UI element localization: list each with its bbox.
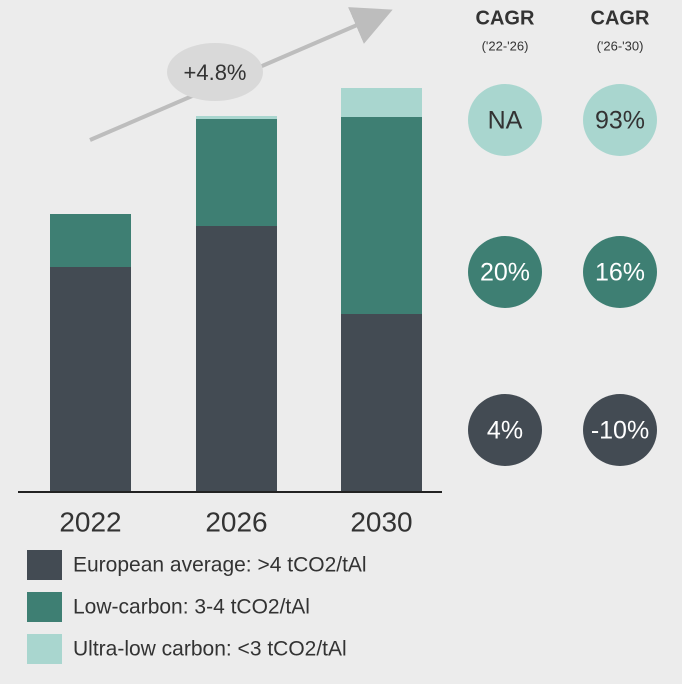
- cagr-circle: [583, 84, 657, 156]
- cagr-period: ('22-'26): [482, 38, 529, 53]
- bar-segment: [341, 117, 422, 314]
- cagr-circle: [583, 394, 657, 466]
- legend-label: European average: >4 tCO2/tAl: [73, 554, 367, 577]
- cagr-circle: [583, 236, 657, 308]
- legend-swatch: [27, 634, 62, 664]
- legend-swatch: [27, 550, 62, 580]
- x-tick-label: 2030: [350, 506, 412, 537]
- bar-segment: [196, 116, 277, 119]
- cagr-value: 20%: [480, 259, 530, 287]
- x-tick-label: 2026: [205, 506, 267, 537]
- cagr-value: 93%: [595, 107, 645, 135]
- cagr-circle: [468, 236, 542, 308]
- cagr-value: NA: [488, 107, 523, 135]
- cagr-value: -10%: [591, 417, 649, 445]
- bar-segment: [196, 226, 277, 492]
- bar-segment: [50, 214, 131, 267]
- cagr-value: 16%: [595, 259, 645, 287]
- bar-segment: [196, 119, 277, 226]
- cagr-period: ('26-'30): [597, 38, 644, 53]
- legend-swatch: [27, 592, 62, 622]
- legend-label: Low-carbon: 3-4 tCO2/tAl: [73, 596, 310, 619]
- bar-segment: [341, 88, 422, 117]
- bar-segment: [341, 314, 422, 492]
- legend-label: Ultra-low carbon: <3 tCO2/tAl: [73, 638, 347, 661]
- cagr-circle: [468, 394, 542, 466]
- annotation: +4.8%: [184, 60, 247, 85]
- cagr-title: CAGR: [476, 7, 535, 29]
- annotation-bubble: [167, 43, 263, 101]
- cagr-title: CAGR: [591, 7, 650, 29]
- cagr-circle: [468, 84, 542, 156]
- x-tick-label: 2022: [59, 506, 121, 537]
- cagr-value: 4%: [487, 417, 523, 445]
- bar-segment: [50, 267, 131, 492]
